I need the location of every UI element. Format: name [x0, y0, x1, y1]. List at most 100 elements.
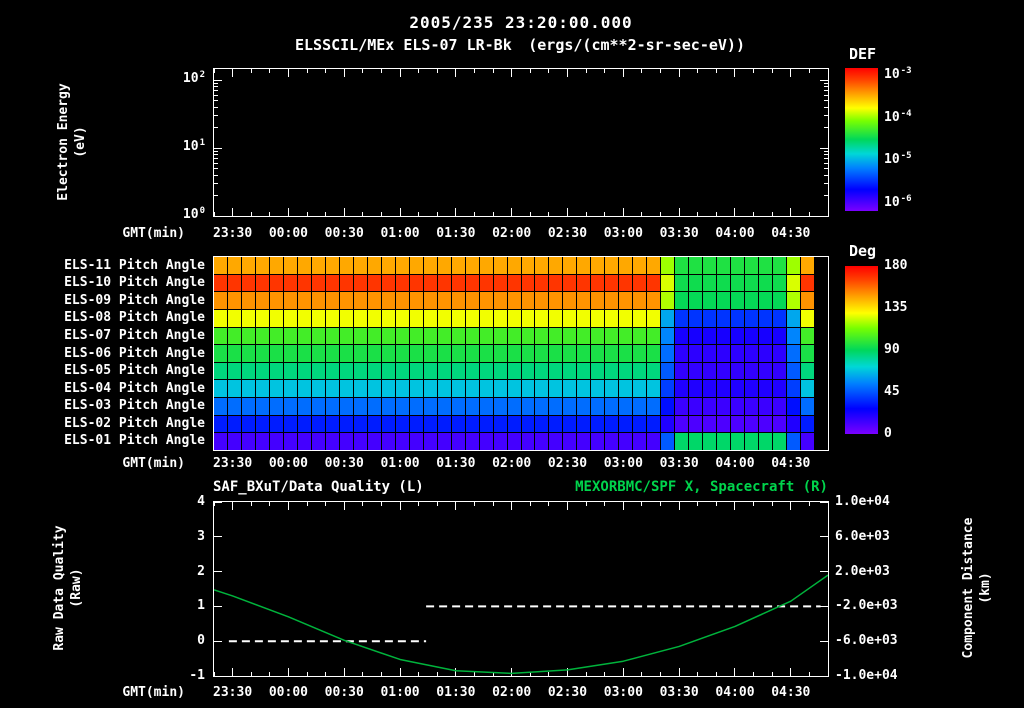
tick-exponent: 0	[199, 206, 205, 216]
pitch-cell	[675, 380, 689, 398]
pitch-cell	[395, 345, 409, 362]
x-tick-mark	[362, 672, 364, 676]
plot-subtitle: ELSSCIL/MEx ELS-07 LR-Bk (ergs/(cm**2-sr-…	[150, 36, 890, 54]
x-tick-mark	[362, 502, 364, 506]
pitch-cell	[745, 362, 759, 380]
pitch-cell	[675, 257, 689, 274]
def-colorbar	[845, 68, 878, 211]
pitch-cell	[227, 327, 241, 345]
x-tick-mark	[715, 69, 717, 73]
x-tick-mark	[399, 69, 401, 77]
pitch-cell	[759, 433, 773, 450]
pitch-cell	[815, 292, 828, 309]
x-tick-mark	[269, 502, 271, 506]
pitch-cell	[255, 292, 269, 309]
pitch-cell	[647, 345, 661, 362]
pitch-cell	[787, 309, 801, 327]
pitch-cell	[689, 433, 703, 450]
x-tick-mark	[548, 672, 550, 676]
pitch-cell	[297, 257, 311, 274]
x-tick-mark	[306, 69, 308, 73]
pitch-cell	[409, 309, 423, 327]
x-tick-mark	[269, 212, 271, 216]
x-tick-mark	[567, 502, 568, 510]
pitch-cell	[214, 257, 227, 274]
bottom-panel-right-title: MEXORBMC/SPF X, Spacecraft (R)	[575, 479, 828, 495]
pitch-cell	[703, 380, 717, 398]
pitch-row-label: ELS-04 Pitch Angle	[64, 380, 205, 396]
pitch-cell	[339, 309, 353, 327]
y-tick-mark	[214, 106, 218, 108]
pitch-cell	[745, 345, 759, 362]
pitch-cell	[521, 433, 535, 450]
pitch-cell	[479, 380, 493, 398]
pitch-cell	[465, 398, 479, 415]
pitch-cell	[353, 309, 367, 327]
pitch-cell	[661, 309, 675, 327]
x-tick-mark	[213, 672, 215, 676]
y-tick-mark	[214, 150, 218, 152]
x-tick-label: 02:30	[547, 456, 588, 471]
pitch-cell	[311, 415, 325, 433]
x-tick-mark	[827, 69, 829, 73]
y-tick-mark	[214, 99, 218, 101]
x-tick-mark	[399, 208, 401, 216]
pitch-cell	[297, 433, 311, 450]
pitch-cell	[717, 433, 731, 450]
x-tick-mark	[287, 69, 289, 77]
x-tick-mark	[436, 502, 438, 506]
pitch-cell	[787, 433, 801, 450]
x-tick-label: 04:00	[715, 226, 755, 241]
y-tick-mark	[214, 154, 218, 156]
x-tick-mark	[660, 69, 662, 73]
pitch-cell	[535, 257, 549, 274]
pitch-cell	[367, 274, 381, 292]
pitch-cell	[717, 257, 731, 274]
tick-base: 10	[182, 71, 199, 86]
pitch-cell	[367, 257, 381, 274]
pitch-cell	[283, 292, 297, 309]
pitch-cell	[815, 415, 828, 433]
deg-colorbar	[845, 266, 878, 434]
pitch-cell	[521, 415, 535, 433]
pitch-cell	[815, 309, 828, 327]
pitch-cell	[549, 257, 563, 274]
x-tick-label: 04:00	[715, 456, 755, 471]
x-tick-mark	[790, 208, 792, 216]
pitch-cell	[339, 415, 353, 433]
y-tick-mark	[824, 115, 828, 117]
x-tick-mark	[697, 502, 699, 506]
quality-distance-panel	[213, 501, 829, 677]
x-tick-mark	[213, 69, 215, 73]
x-tick-mark	[473, 212, 475, 216]
pitch-cell	[227, 292, 241, 309]
x-tick-label: 04:30	[771, 685, 811, 700]
pitch-cell	[773, 274, 787, 292]
pitch-cell	[214, 292, 227, 309]
pitch-cell	[801, 415, 815, 433]
pitch-cell	[269, 309, 283, 327]
pitch-cell	[815, 398, 828, 415]
pitch-cell	[353, 380, 367, 398]
pitch-cell	[577, 380, 591, 398]
pitch-cell	[465, 380, 479, 398]
pitch-cell	[409, 433, 423, 450]
x-tick-mark	[269, 69, 271, 73]
pitch-cell	[241, 380, 255, 398]
pitch-cell	[549, 274, 563, 292]
x-tick-mark	[213, 502, 215, 506]
tick-exponent: -5	[900, 151, 912, 162]
x-tick-mark	[269, 672, 271, 676]
pitch-cell	[395, 362, 409, 380]
pitch-cell	[283, 345, 297, 362]
pitch-cell	[745, 433, 759, 450]
pitch-cell	[521, 257, 535, 274]
pitch-cell	[563, 309, 577, 327]
pitch-cell	[759, 327, 773, 345]
pitch-cell	[815, 345, 828, 362]
pitch-cell	[381, 274, 395, 292]
pitch-cell	[647, 257, 661, 274]
y-tick-mark	[214, 183, 218, 185]
pitch-cell	[297, 309, 311, 327]
